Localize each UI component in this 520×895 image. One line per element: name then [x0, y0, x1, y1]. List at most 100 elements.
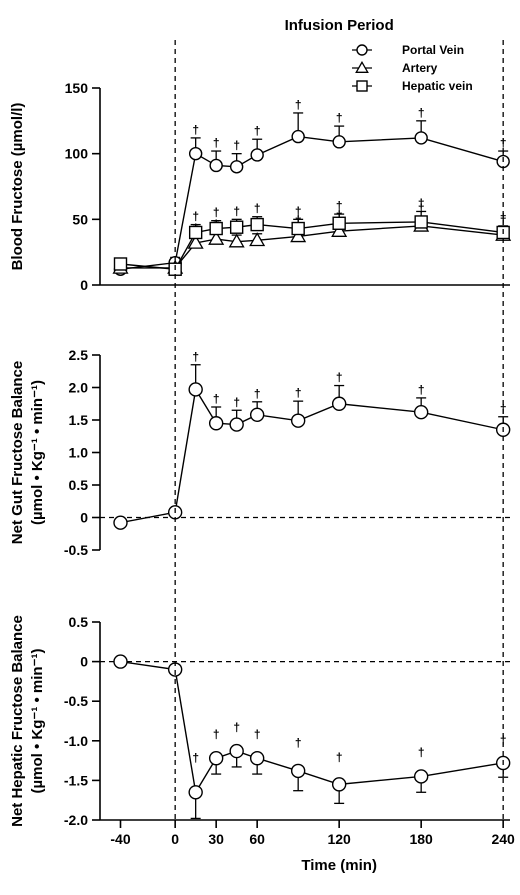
panel-3-series-1-sig-3: † [213, 727, 220, 741]
panel-1-series-2-point-6 [290, 228, 307, 243]
panel-3-series-1-sig-2: † [192, 751, 199, 765]
panel-3-ylabel-units: (µmol • Kg⁻¹ • min⁻¹) [29, 649, 46, 794]
panel-1-series-3-sig-3: † [213, 206, 220, 220]
panel-1-series-3-point-2 [188, 225, 203, 240]
panel-1-series-2-point-3 [208, 230, 225, 245]
panel-2-series-1-sig-5: † [254, 387, 261, 401]
panel-2-series-1-point-8 [413, 405, 429, 420]
panel-1-series-3-sig-6: † [295, 204, 302, 218]
panel-3-series-1-point-7 [331, 777, 347, 792]
panel-2-ylabel-units: (µmol • Kg⁻¹ • min⁻¹) [29, 380, 46, 525]
panel-3-series-1-line [120, 660, 504, 795]
panel-2-series-1-sig-4: † [233, 395, 240, 409]
panel-1-ylabel: Blood Fructose (µmol/l) [9, 103, 26, 271]
panel-2-ytick-label-4: 1.5 [69, 412, 89, 428]
panel-1-series-3-sig-7: † [336, 199, 343, 213]
panel-3-ytick-label-0: -2.0 [64, 812, 88, 828]
panel-1-series-1-sig-5: † [254, 124, 261, 138]
panel-3-series-1-sig-5: † [254, 727, 261, 741]
panel-3-series-1-point-8 [413, 769, 429, 784]
panel-2-ytick-label-3: 1.0 [69, 445, 89, 461]
panel-3-ytick-label-5: 0.5 [69, 614, 89, 630]
panel-1-series-3-point-3 [209, 221, 223, 236]
panel-1-series-1-point-4 [229, 160, 244, 174]
panel-1-series-3-point-5 [250, 217, 264, 232]
panel-2-ytick-label-1: 0 [80, 510, 88, 526]
panel-1-series-3-sig-5: † [254, 202, 261, 216]
legend-label-2: Hepatic vein [402, 79, 473, 93]
legend-marker-2 [356, 80, 368, 92]
panel-2-series-1-point-6 [290, 413, 306, 428]
panel-1-series-1-point-8 [414, 131, 428, 145]
panel-2-ytick-label-6: 2.5 [69, 347, 89, 363]
panel-1-series-1-point-5 [250, 148, 264, 162]
panel-1-series-3-sig-8: † [418, 196, 425, 210]
legend-label-1: Artery [402, 61, 438, 75]
panel-3-series-1-point-2 [188, 785, 203, 800]
panel-3-ylabel: Net Hepatic Fructose Balance [9, 615, 26, 827]
panel-2-series-1-point-0 [113, 515, 128, 530]
panel-1-series-3-point-8 [414, 215, 428, 229]
panel-2-series-1-sig-8: † [418, 383, 425, 397]
panel-1-series-2-point-7 [331, 222, 348, 237]
panel-1-series-2-point-4 [228, 233, 245, 248]
panel-1-series-2-sig-8: † [418, 202, 425, 216]
panel-1-series-2-line [120, 225, 504, 269]
panel-2-series-1-point-3 [208, 416, 224, 431]
x-tick-label-2: 30 [208, 831, 224, 847]
panel-1-series-1-point-3 [209, 158, 223, 173]
panel-3-series-1-point-3 [208, 751, 224, 766]
panel-3-series-1-sig-8: † [418, 746, 425, 760]
panel-3-series-1-point-4 [229, 743, 244, 759]
panel-1-series-1-sig-2: † [192, 123, 199, 137]
panel-1-ytick-label-1: 50 [72, 211, 88, 227]
panel-1-series-3-point-6 [291, 221, 305, 236]
panel-2-ylabel: Net Gut Fructose Balance [9, 361, 26, 544]
panel-1-series-2-point-5 [249, 232, 266, 247]
x-tick-label-0: -40 [110, 831, 130, 847]
panel-1-series-3-sig-2: † [192, 210, 199, 224]
panel-1-series-3-point-4 [229, 220, 244, 234]
panel-3-series-1-sig-4: † [233, 720, 240, 734]
panel-2-series-1-sig-9: † [500, 402, 507, 416]
panel-2-series-1-point-7 [331, 396, 347, 411]
legend-marker-1 [355, 60, 369, 73]
panel-2-series-1-point-4 [229, 417, 244, 432]
panel-3-ytick-label-1: -1.5 [64, 772, 88, 788]
panel-1-series-1-sig-4: † [233, 139, 240, 153]
panel-1-series-3-point-7 [332, 216, 346, 230]
panel-3-ytick-label-2: -1.0 [64, 733, 88, 749]
panel-1-ytick-label-2: 100 [65, 146, 89, 162]
legend-marker-0 [356, 44, 368, 56]
panel-3-series-1-sig-6: † [295, 736, 302, 750]
panel-1-series-1-sig-8: † [418, 106, 425, 120]
panel-2-ytick-label-0: -0.5 [64, 542, 88, 558]
panel-3-ytick-label-3: -0.5 [64, 693, 88, 709]
panel-3-series-1-point-5 [249, 751, 265, 766]
panel-3-series-1-point-6 [290, 763, 306, 779]
x-axis-label: Time (min) [301, 857, 377, 874]
panel-2-series-1-line [120, 387, 504, 524]
panel-1-series-1-point-7 [332, 135, 346, 149]
panel-1-ytick-label-0: 0 [80, 277, 88, 293]
x-tick-label-1: 0 [171, 831, 179, 847]
panel-3-ytick-label-4: 0 [80, 654, 88, 670]
panel-1-ytick-label-3: 150 [65, 80, 89, 96]
x-tick-label-5: 180 [409, 831, 433, 847]
x-tick-label-6: 240 [491, 831, 515, 847]
panel-1-series-1-point-6 [291, 129, 305, 144]
panel-2-series-1-point-2 [188, 382, 203, 397]
x-tick-label-3: 60 [249, 831, 265, 847]
legend-label-0: Portal Vein [402, 43, 464, 57]
panel-1-series-1-sig-3: † [213, 136, 220, 150]
panel-1-series-1-sig-7: † [336, 111, 343, 125]
panel-2-series-1-sig-2: † [192, 350, 199, 364]
panel-1-series-1-line [120, 135, 504, 270]
panel-3-series-1-sig-9: † [500, 734, 507, 748]
panel-2-series-1-sig-6: † [295, 386, 302, 400]
panel-1-series-1-sig-6: † [295, 98, 302, 112]
panel-2-series-1-sig-7: † [336, 371, 343, 385]
panel-2-series-1-point-5 [249, 407, 265, 422]
panel-1-series-3-point-0 [113, 257, 128, 271]
